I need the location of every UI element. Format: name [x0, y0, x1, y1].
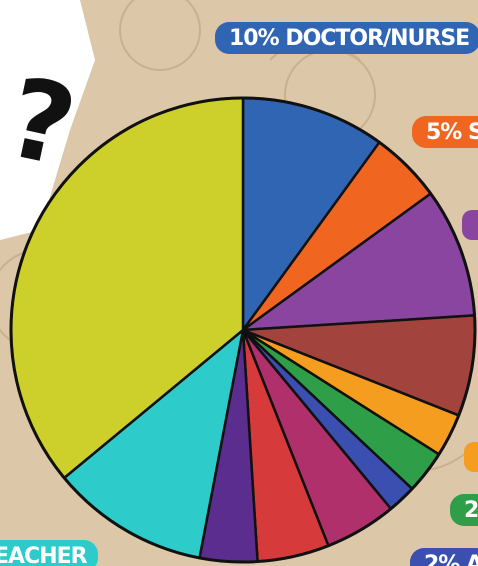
label-tab: [462, 210, 478, 240]
slice-label: 2% A: [424, 552, 478, 566]
label-pill: [450, 494, 478, 526]
label-pill: [410, 548, 478, 566]
pie-outline: [9, 96, 477, 564]
title-panel: [0, 0, 95, 240]
label-pill: [412, 116, 478, 148]
slice-label: 5% S: [426, 120, 478, 145]
slice-label: 10% DOCTOR/NURSE: [229, 26, 469, 51]
slice-label: 2: [464, 498, 478, 523]
label-tab: [464, 442, 478, 472]
label-pill: [215, 22, 478, 54]
slice-label: EACHER: [0, 544, 88, 566]
label-pill: [0, 540, 98, 566]
